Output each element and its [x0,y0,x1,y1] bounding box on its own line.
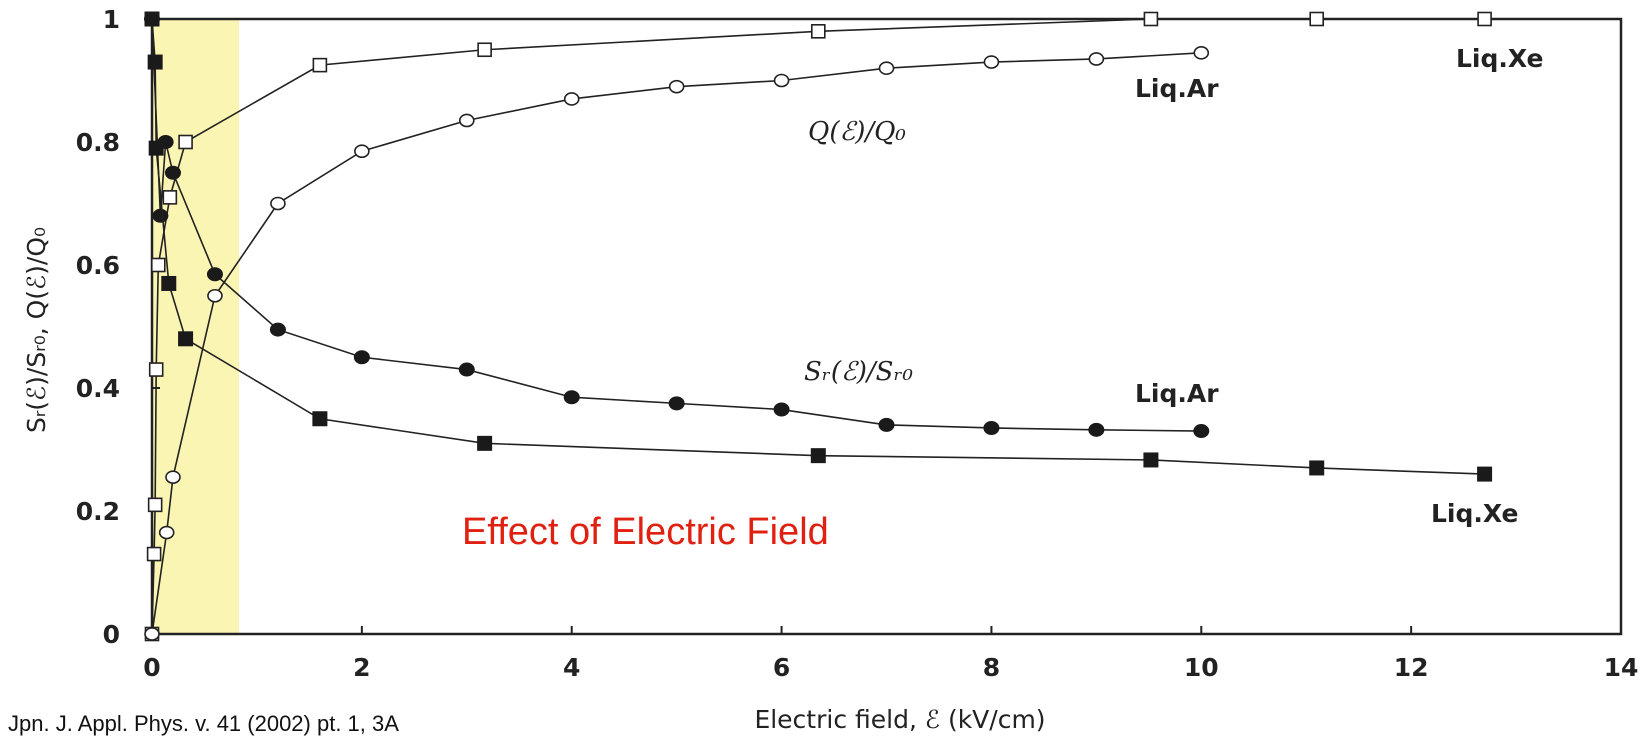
x-tick-label: 2 [353,653,370,682]
data-point [270,196,286,211]
x-tick-label: 14 [1604,653,1639,682]
series-layer [144,11,1493,642]
y-tick-label: 0 [103,620,120,649]
x-tick-labels: 0 2 4 6 8 10 12 14 [143,653,1638,682]
axis-ticks [151,18,1622,635]
data-point [668,79,685,94]
data-point [1088,52,1105,66]
data-point [458,113,475,128]
annotation-liq-ar-mid: Liq.Ar [1135,379,1219,408]
data-point [563,390,580,405]
data-point [165,470,181,484]
data-point [1193,46,1210,60]
data-point [162,190,178,205]
data-point [178,331,194,347]
annotation-liq-ar-top: Liq.Ar [1135,74,1219,103]
data-point [148,140,164,156]
annotation-q-ratio: Q(ℰ)/Q₀ [808,117,906,147]
series-line [151,52,1202,635]
series-filled-circle [144,12,1210,439]
data-point [164,165,181,180]
data-point [158,525,175,540]
data-point [563,92,580,106]
data-point [1309,11,1325,27]
series-open-circle [144,46,1210,641]
x-tick-label: 10 [1184,653,1219,682]
data-point [144,627,160,641]
reference-citation: Jpn. J. Appl. Phys. v. 41 (2002) pt. 1, … [8,711,399,736]
data-point [878,61,895,75]
plot-frame [150,17,1623,636]
data-point [983,55,1000,69]
y-tick-labels: 0 0.2 0.4 0.6 0.8 1 [76,5,120,649]
data-point [1309,460,1325,476]
annotation-liq-xe-top: Liq.Xe [1456,44,1543,73]
data-point [147,54,163,70]
annotation-s-ratio: Sᵣ(ℰ)/Sᵣ₀ [804,357,913,387]
data-point [878,417,895,432]
series-line [151,18,1485,475]
data-point [1143,452,1159,468]
x-axis-title: Electric field, ℰ (kV/cm) [754,705,1045,734]
annotation-effect: Effect of Electric Field [462,511,829,553]
y-tick-label: 0.6 [76,251,120,280]
data-point [1143,11,1159,27]
data-point [312,57,328,73]
y-tick-label: 0.4 [76,374,120,403]
data-point [477,42,492,58]
data-point [810,448,826,464]
data-point [668,396,685,411]
x-tick-label: 0 [143,653,160,682]
data-point [152,208,169,223]
data-point [207,288,223,303]
y-tick-label: 0.2 [76,497,120,526]
data-point [477,435,493,451]
data-point [161,275,177,291]
data-point [147,497,163,513]
data-point [810,23,826,39]
data-point [206,267,223,282]
data-point [773,402,790,417]
annotation-liq-xe-bottom: Liq.Xe [1431,499,1518,528]
data-point [1477,466,1493,482]
data-point [150,257,166,273]
data-point [148,362,164,377]
y-axis-title: Sᵣ(ℰ)/Sᵣ₀, Q(ℰ)/Q₀ [22,227,51,433]
data-point [312,411,328,427]
data-point [353,350,370,365]
series-open-square [144,11,1492,642]
data-point [773,73,790,88]
data-point [354,144,370,159]
data-point [1088,422,1105,437]
data-point [458,362,475,377]
data-point [1193,424,1210,439]
data-point [144,11,160,27]
y-tick-label: 1 [103,5,120,34]
data-point [269,322,286,337]
data-point [178,134,193,150]
x-tick-label: 8 [983,653,1000,682]
data-point [146,546,162,562]
x-tick-label: 4 [563,653,580,682]
x-tick-label: 6 [773,653,790,682]
x-tick-label: 12 [1394,653,1429,682]
data-point [1477,11,1492,27]
series-filled-square [144,11,1493,482]
data-point [983,420,1000,435]
y-tick-label: 0.8 [76,128,120,157]
